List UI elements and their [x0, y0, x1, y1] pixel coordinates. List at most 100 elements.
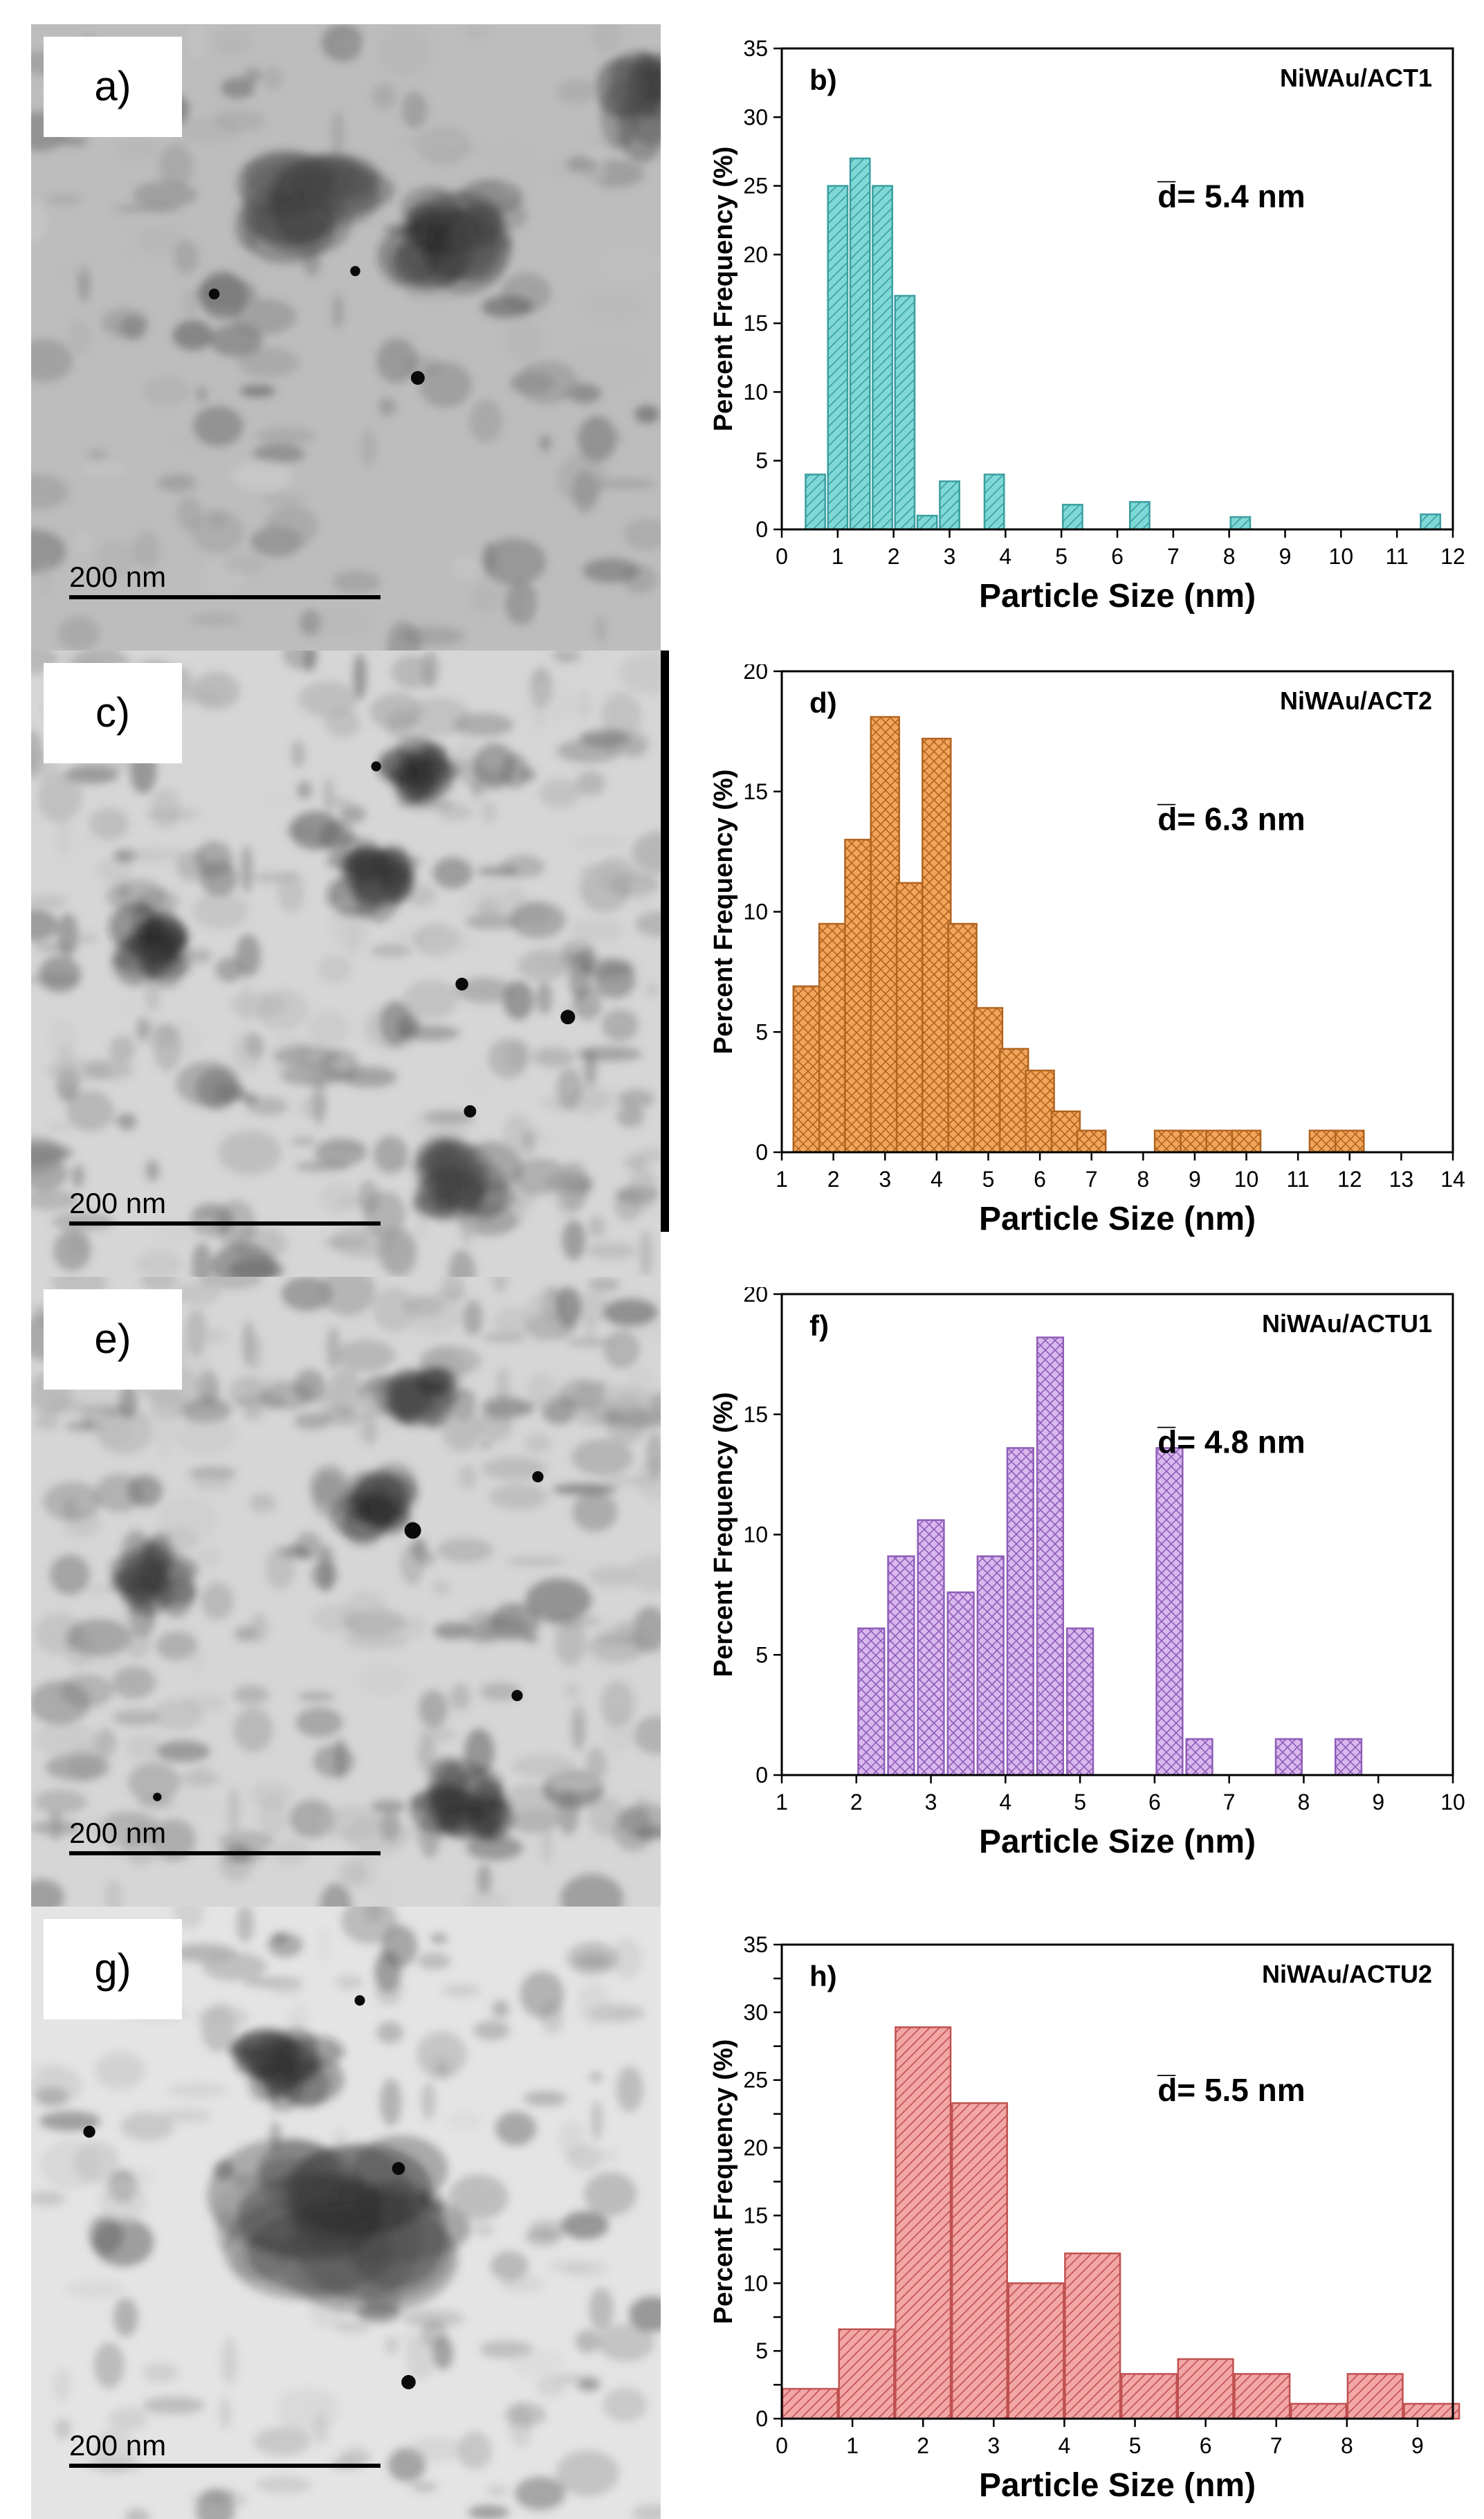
bar-f-11: [1334, 1738, 1363, 1776]
histogram-panel-d: 1 2 3 4 5 6 7 8 9 10 11 12 13 14 0 5 10 15 20 Particle Size…: [692, 664, 1481, 1253]
nanoparticle: [392, 2162, 405, 2175]
bar-h-10: [1346, 2373, 1404, 2420]
bar-f-7: [1066, 1627, 1094, 1776]
tem-image-e: e) 200 nm: [31, 1277, 661, 1907]
chart-panel-label-f: f): [809, 1309, 829, 1342]
bar-f-1: [887, 1555, 915, 1776]
bar-d-0: [792, 985, 823, 1154]
ytick-label-d-3: 15: [743, 779, 768, 804]
bar-f-8: [1155, 1447, 1184, 1776]
panel-label-box: [44, 663, 182, 763]
ytick-label-d-0: 0: [755, 1140, 768, 1165]
chart-panel-label-d: d): [809, 686, 837, 719]
bar-b-7: [983, 473, 1005, 531]
histogram-f: 1 2 3 4 5 6 7 8 9 10 0 5 10 15 20 Particle Size (nm) Per…: [709, 1287, 1465, 1860]
xtick-label-d-6: 7: [1085, 1167, 1098, 1192]
xtick-label-h-5: 5: [1129, 2433, 1142, 2458]
ytick-label-h-8: 20: [743, 2136, 768, 2161]
bar-b-10: [1229, 516, 1252, 531]
bar-d-4: [895, 882, 926, 1154]
scalebar: [69, 595, 381, 599]
panel-divider: [661, 651, 669, 1232]
bar-b-2: [849, 157, 871, 531]
nanoparticle: [401, 2374, 416, 2390]
bar-d-16: [1308, 1129, 1339, 1154]
bar-h-6: [1120, 2373, 1178, 2420]
bar-d-11: [1076, 1129, 1107, 1154]
sample-name-d: NiWAu/ACT2: [1280, 686, 1432, 715]
bar-d-8: [998, 1048, 1029, 1154]
bar-b-6: [939, 480, 960, 531]
xlabel-b: Particle Size (nm): [979, 578, 1256, 615]
tem-image-g: g) 200 nm: [31, 1907, 661, 2519]
bar-f-0: [857, 1627, 886, 1776]
xtick-label-b-5: 5: [1055, 544, 1068, 569]
nanoparticle: [410, 371, 425, 385]
bar-b-5: [916, 514, 938, 531]
ytick-label-h-0: 0: [755, 2406, 768, 2431]
bar-d-17: [1335, 1129, 1365, 1154]
bar-h-3: [951, 2102, 1008, 2420]
bar-f-10: [1274, 1738, 1303, 1776]
ytick-label-b-4: 20: [743, 242, 768, 267]
scalebar-label: 200 nm: [69, 2429, 166, 2462]
bar-b-3: [872, 185, 893, 531]
nanoparticle: [354, 1995, 365, 2006]
nanoparticle: [371, 761, 381, 772]
xtick-label-d-0: 1: [776, 1167, 788, 1192]
tem-image-c: c) 200 nm: [31, 651, 661, 1277]
histogram-h: 0 1 2 3 4 5 6 7 8 9 0 5 10 15 20 25 30 35 Particle Size (n…: [709, 1932, 1460, 2504]
nanoparticle: [350, 266, 360, 276]
bar-h-8: [1234, 2373, 1291, 2420]
bar-f-2: [917, 1519, 945, 1776]
ytick-label-b-1: 5: [755, 448, 768, 473]
nanoparticle: [560, 1010, 576, 1025]
xtick-label-h-6: 6: [1200, 2433, 1212, 2458]
scalebar-label: 200 nm: [69, 1187, 166, 1219]
sample-name-f: NiWAu/ACTU1: [1262, 1309, 1432, 1338]
panel-label: e): [94, 1316, 131, 1362]
bar-d-7: [973, 1007, 1004, 1154]
xtick-label-f-3: 4: [999, 1790, 1011, 1815]
nanoparticle: [532, 1471, 544, 1483]
tem-texture: [31, 1907, 661, 2519]
scalebar: [69, 2464, 381, 2468]
bar-b-1: [827, 185, 849, 531]
bar-h-4: [1007, 2282, 1065, 2420]
xtick-label-f-0: 1: [776, 1790, 788, 1815]
xtick-label-d-3: 4: [931, 1167, 943, 1192]
bar-h-11: [1403, 2403, 1460, 2420]
histogram-panel-h: 0 1 2 3 4 5 6 7 8 9 0 5 10 15 20 25 30 35 Particle Size (n…: [692, 1917, 1481, 2512]
ytick-label-h-10: 25: [743, 2068, 768, 2093]
bar-b-8: [1061, 504, 1083, 531]
ytick-label-d-2: 10: [743, 900, 768, 925]
histogram-panel-b: 0 1 2 3 4 5 6 7 8 9 10 11 12 0 5 10 15 20 25 30 35 Particle S…: [692, 21, 1481, 630]
bar-d-9: [1025, 1069, 1055, 1154]
ytick-label-f-1: 5: [755, 1642, 768, 1667]
bar-d-1: [818, 922, 849, 1154]
xtick-label-b-12: 12: [1440, 544, 1465, 569]
nanoparticle: [208, 289, 220, 300]
nanoparticle: [511, 1689, 523, 1702]
bar-b-4: [894, 295, 916, 531]
bar-f-6: [1036, 1336, 1065, 1776]
tem-panel-c: c) 200 nm: [31, 651, 661, 1277]
bar-d-13: [1180, 1129, 1210, 1154]
bar-b-9: [1128, 501, 1151, 531]
bar-h-2: [895, 2026, 952, 2420]
panel-label-box: [44, 37, 182, 137]
xtick-label-b-9: 9: [1279, 544, 1292, 569]
ylabel-d: Percent Frequency (%): [709, 770, 738, 1055]
bar-b-11: [1420, 513, 1442, 531]
ytick-label-h-2: 5: [755, 2338, 768, 2363]
xtick-label-b-10: 10: [1329, 544, 1354, 569]
ylabel-b: Percent Frequency (%): [709, 147, 738, 432]
xtick-label-h-7: 7: [1270, 2433, 1283, 2458]
panel-label-box: [44, 1289, 182, 1390]
panel-label: g): [94, 1945, 131, 1992]
bar-h-1: [838, 2328, 895, 2420]
bar-f-3: [946, 1591, 975, 1776]
xtick-label-f-9: 10: [1440, 1790, 1465, 1815]
